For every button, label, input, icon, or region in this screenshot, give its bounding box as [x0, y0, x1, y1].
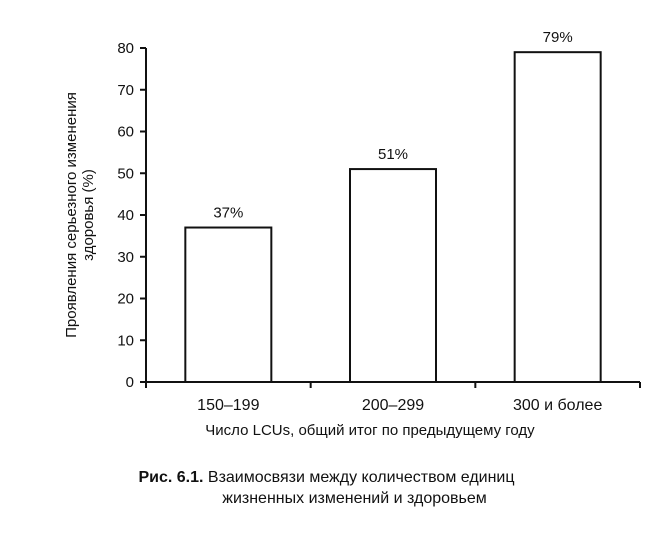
bars	[184, 51, 602, 384]
y-tick-label: 10	[117, 332, 134, 349]
y-tick-label: 60	[117, 124, 134, 141]
y-tick-label: 50	[117, 165, 134, 182]
x-tick-label: 150–199	[197, 397, 259, 414]
x-axis-label: Число LCUs, общий итог по предыдущему го…	[205, 422, 535, 439]
y-tick-label: 80	[117, 40, 134, 57]
bar-chart: 0 10 20 30 40 50 60 70 80 150–199 200–299 300 и бо…	[63, 29, 641, 439]
y-tick-label: 20	[117, 291, 134, 308]
bar	[513, 51, 602, 384]
bar	[349, 168, 437, 383]
bar	[184, 226, 273, 383]
y-tick-label: 0	[126, 374, 134, 391]
caption-line-1: Взаимосвязи между количеством единиц	[207, 469, 515, 486]
y-axis-label-line-2: здоровья (%)	[80, 169, 97, 261]
y-tick-label: 30	[117, 249, 134, 266]
caption-line-2: жизненных изменений и здоровьем	[222, 490, 487, 507]
data-label: 51%	[378, 146, 408, 163]
data-label: 37%	[213, 205, 243, 222]
data-labels: 37% 51% 79%	[213, 29, 572, 221]
figure-caption: Рис. 6.1. Взаимосвязи между количеством …	[0, 467, 653, 509]
caption-label: Рис. 6.1.	[138, 469, 204, 486]
y-tick-label: 40	[117, 207, 134, 224]
x-tick-label: 200–299	[362, 397, 424, 414]
data-label: 79%	[543, 29, 573, 46]
y-tick-label: 70	[117, 82, 134, 99]
x-tick-label: 300 и более	[513, 397, 602, 414]
y-axis-label-line-1: Проявления серьезного изменения	[63, 92, 80, 338]
y-axis: 0 10 20 30 40 50 60 70 80	[117, 40, 147, 391]
x-axis: 150–199 200–299 300 и более	[145, 381, 641, 414]
